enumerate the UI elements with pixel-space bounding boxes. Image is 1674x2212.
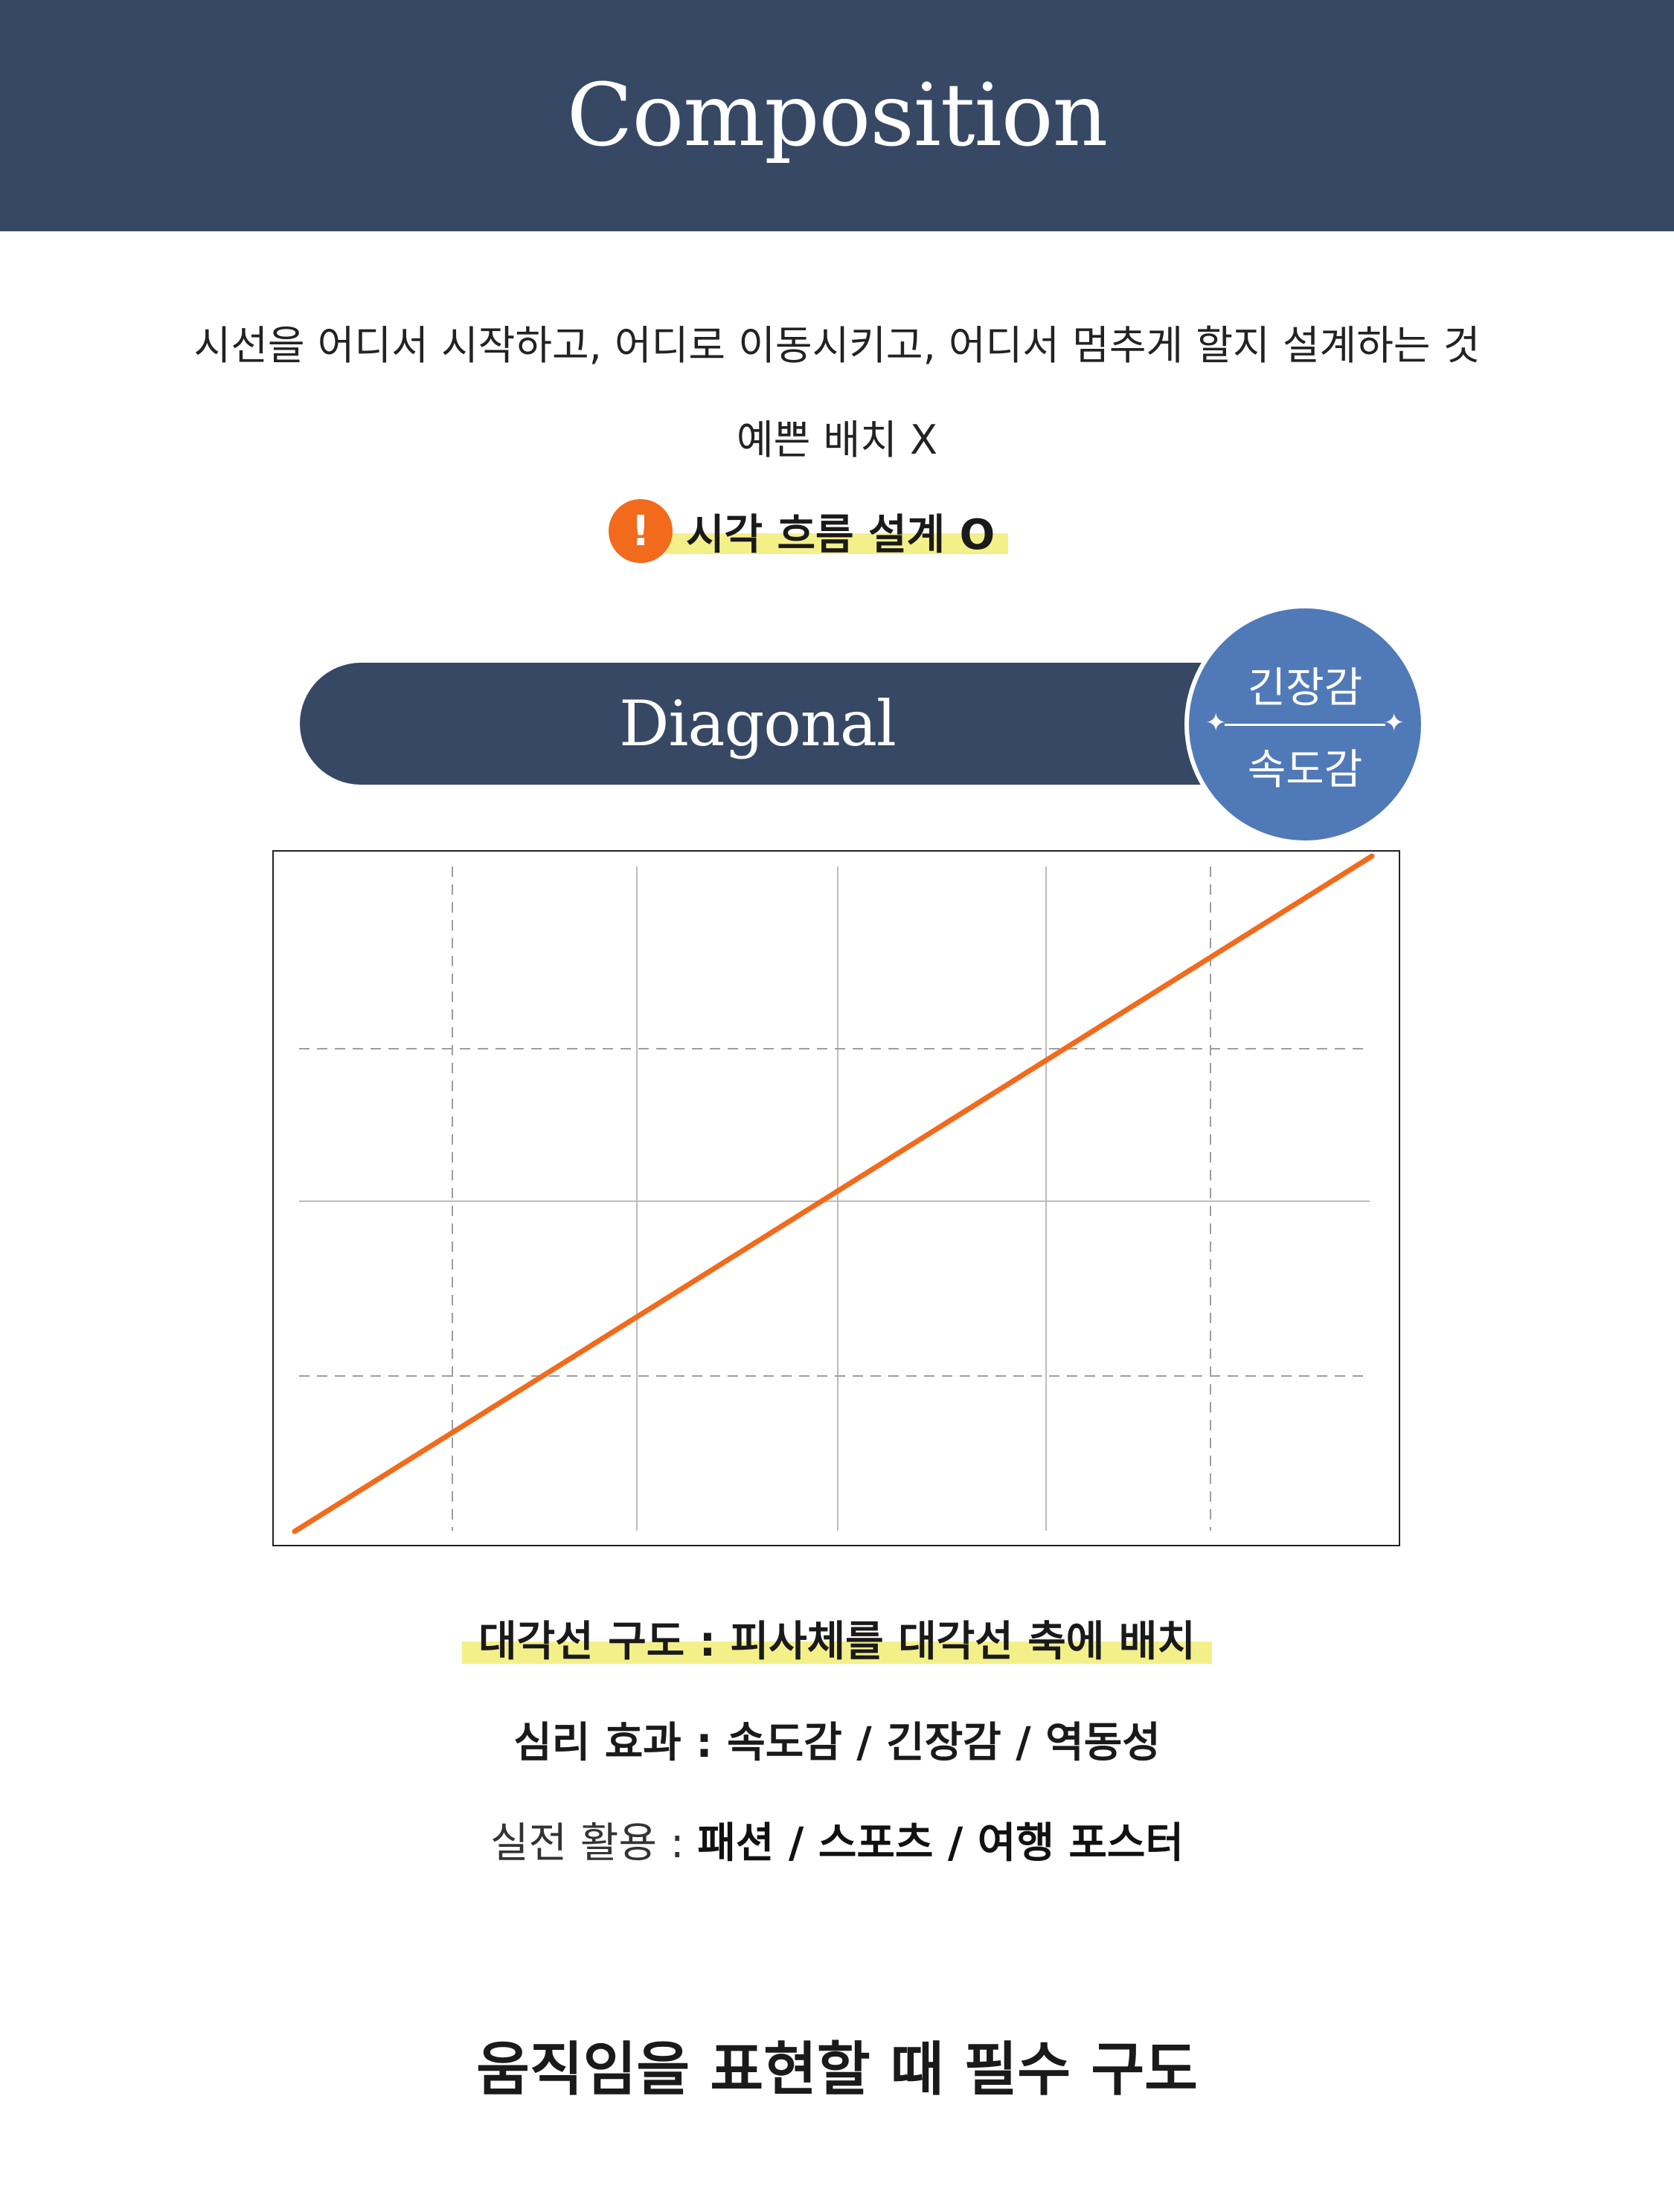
diagram-canvas (272, 850, 1400, 1546)
section-title-pill: Diagonal (300, 663, 1267, 785)
composition-label: 대각선 구도 : 피사체를 대각선 축에 배치 (0, 1608, 1674, 1668)
section-title: Diagonal (619, 687, 897, 760)
page-title: Composition (566, 65, 1109, 166)
diagonal-line (292, 853, 1375, 1534)
usage-prefix: 실전 활용 : (490, 1819, 698, 1868)
not-statement: 예쁜 배치 X (736, 417, 938, 463)
usage-label: 실전 활용 : 패션 / 스포츠 / 여행 포스터 (0, 1810, 1674, 1870)
footer-caption: 움직임을 표현할 때 필수 구도 (476, 2036, 1198, 2103)
diagonal-composition-diagram (272, 850, 1400, 1546)
badge-divider (1225, 724, 1385, 726)
composition-label-text: 대각선 구도 : 피사체를 대각선 축에 배치 (462, 1608, 1212, 1668)
sparkle-icon: ✦ (1205, 708, 1227, 738)
flow-statement: ! 시각 흐름 설계 O (609, 499, 1009, 563)
usage-items: 패션 / 스포츠 / 여행 포스터 (697, 1819, 1184, 1868)
keyword-badge: 긴장감 ✦ ✦ 속도감 (1184, 604, 1426, 845)
exclamation-icon: ! (609, 499, 673, 563)
flow-text: 시각 흐름 설계 O (664, 501, 1009, 562)
effect-label: 심리 효과 : 속도감 / 긴장감 / 역동성 (513, 1719, 1161, 1767)
definition-text: 시선을 어디서 시작하고, 어디로 이동시키고, 어디서 멈추게 할지 설계하는… (193, 322, 1481, 369)
badge-keyword-top: 긴장감 (1247, 664, 1363, 713)
badge-keyword-bottom: 속도감 (1247, 746, 1363, 794)
sparkle-icon: ✦ (1383, 708, 1405, 738)
header-banner: Composition (0, 0, 1674, 231)
